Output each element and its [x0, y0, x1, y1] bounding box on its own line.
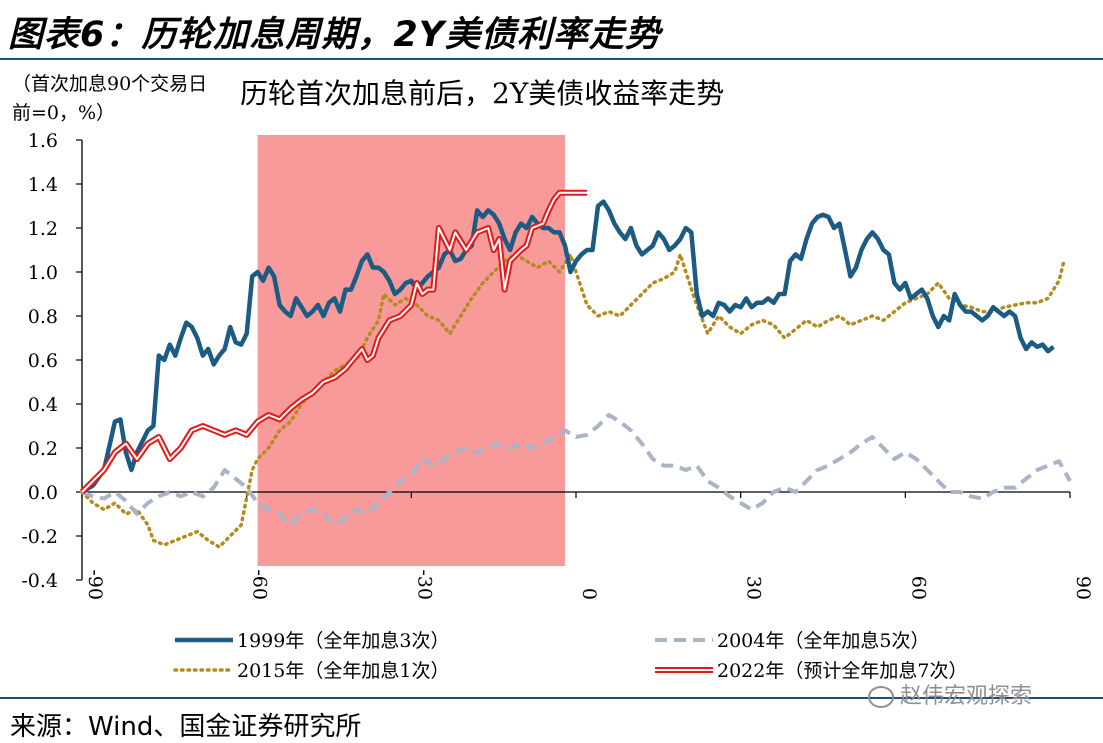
y-tick-label: 1.4 — [28, 174, 58, 196]
y-tick-label: 0.2 — [28, 438, 58, 460]
series-line-inner — [81, 191, 587, 493]
shaded-region-layer — [257, 135, 566, 566]
source-note: 来源：Wind、国金证券研究所 — [10, 712, 362, 742]
y-tick-label: 1.2 — [28, 218, 58, 240]
wechat-icon — [868, 686, 894, 708]
series-line-solid — [80, 199, 1055, 494]
figure-title: 图表6：历轮加息周期，2Y美债利率走势 — [8, 15, 662, 55]
y-tick-label: 0.4 — [28, 394, 58, 416]
legend-label: 2004年（全年加息5次） — [717, 630, 929, 652]
y-tick-label: 1.6 — [28, 130, 58, 152]
x-tick-label: -90 — [84, 569, 106, 600]
legend-label: 1999年（全年加息3次） — [237, 630, 449, 652]
y-tick-label: 0.6 — [28, 350, 58, 372]
y-tick-label: 1.0 — [28, 262, 58, 284]
chart-title: 历轮首次加息前后，2Y美债收益率走势 — [240, 77, 725, 110]
x-tick-label: 90 — [1072, 576, 1094, 600]
y-tick-label: -0.4 — [21, 570, 58, 592]
watermark: 赵伟宏观探索 — [868, 678, 1032, 710]
footer-divider — [0, 697, 1103, 699]
y-axis-label: （首次加息90个交易日前=0，%） — [12, 73, 208, 124]
figure-header: 图表6：历轮加息周期，2Y美债利率走势 — [0, 0, 1103, 60]
legend: 1999年（全年加息3次） 2004年（全年加息5次） 2015年（全年加息1次） 2… — [173, 630, 967, 682]
series-line-dashed — [81, 413, 1072, 527]
x-tick-label: -30 — [413, 569, 435, 600]
shaded-region — [257, 135, 566, 566]
x-tick-label: 30 — [743, 576, 765, 600]
x-tick-label: -60 — [249, 569, 271, 600]
header-divider — [0, 58, 1103, 60]
watermark-text: 赵伟宏观探索 — [900, 684, 1033, 709]
legend-label: 2015年（全年加息1次） — [237, 660, 449, 682]
x-tick-label: 60 — [907, 576, 929, 600]
series-layer — [79, 189, 1072, 549]
y-tick-label: 0.8 — [28, 306, 58, 328]
x-tick-label: 0 — [578, 588, 600, 600]
axes-layer: -0.4 -0.2 0.0 0.2 0.4 0.6 0.8 1.0 1.2 1.4 1.6 -90 -6… — [21, 130, 1094, 600]
y-tick-label: 0.0 — [28, 482, 58, 504]
series-line-dotted — [80, 252, 1067, 549]
legend-label: 2022年（预计全年加息7次） — [717, 660, 967, 682]
y-tick-label: -0.2 — [21, 526, 58, 548]
